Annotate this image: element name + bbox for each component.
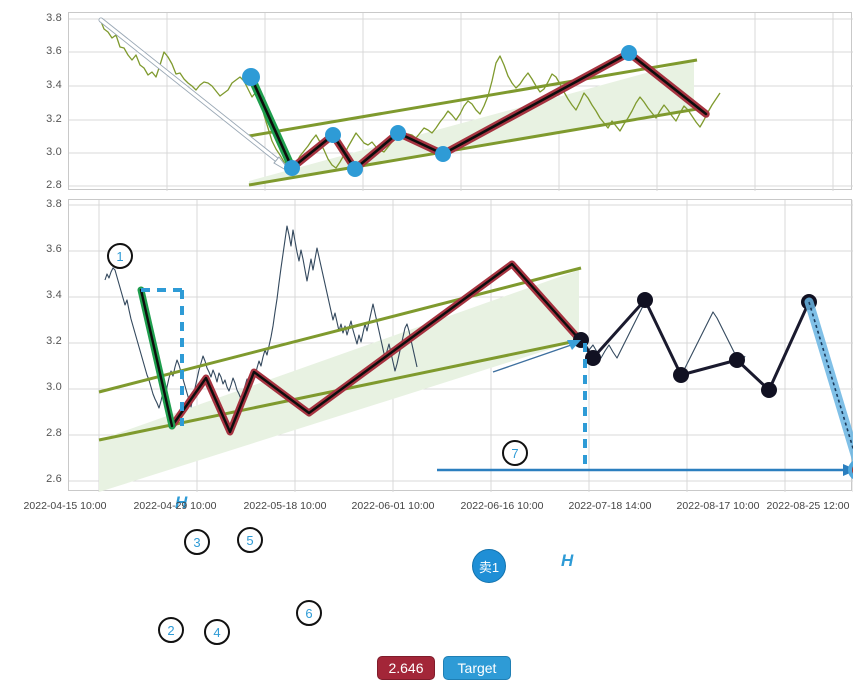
target-projection-band (804, 297, 853, 464)
xtick: 2022-08-25 12:00 (766, 500, 850, 512)
upper-ytick: 3.2 (46, 113, 62, 125)
marker-1: 1 (107, 243, 133, 269)
lower-ytick: 3.8 (46, 198, 62, 210)
upper-green-impulse-core (249, 75, 294, 170)
xtick: 2022-04-29 10:00 (133, 500, 217, 512)
xtick: 2022-05-18 10:00 (243, 500, 327, 512)
zigzag-dot (761, 382, 777, 398)
marker-7: 7 (502, 440, 528, 466)
upper-channel-upper-line (248, 58, 698, 138)
lower-ytick: 3.0 (46, 381, 62, 393)
target-value-badge[interactable]: 2.646 (377, 656, 435, 680)
upper-y-axis: 3.8 3.6 3.4 3.2 3.0 2.8 (0, 0, 62, 195)
sell-pointer-line (492, 342, 578, 373)
upper-ytick: 2.8 (46, 179, 62, 191)
x-axis-labels: 2022-04-15 10:00 2022-04-29 10:00 2022-0… (0, 500, 858, 520)
upper-plot-area (68, 12, 853, 191)
lower-chart-panel: 3.8 3.6 3.4 3.2 3.0 2.8 2.6 (0, 195, 858, 680)
upper-ytick: 3.6 (46, 45, 62, 57)
marker-3: 3 (184, 529, 210, 555)
upper-ytick: 3.8 (46, 12, 62, 24)
sell-signal-badge[interactable]: 卖1 (472, 549, 506, 583)
lower-ytick: 3.4 (46, 289, 62, 301)
upper-chart-svg (69, 13, 853, 191)
pivot-dot (621, 45, 637, 61)
upper-channel-lower-line (248, 107, 698, 187)
h-label-left: H (175, 493, 188, 512)
h-label-right: H (561, 551, 574, 570)
lower-chart-svg (69, 200, 853, 492)
target-projection-core (808, 301, 853, 451)
target-bullseye-icon (848, 460, 853, 480)
pivot-dot (435, 146, 451, 162)
upper-ytick: 3.0 (46, 146, 62, 158)
xtick: 2022-04-15 10:00 (23, 500, 107, 512)
pivot-dot (325, 127, 341, 143)
lower-channel-upper-line (98, 266, 582, 394)
pivot-dot (390, 125, 406, 141)
lower-ytick: 3.6 (46, 243, 62, 255)
lower-channel-fill (99, 270, 579, 492)
upper-pivot-dots (242, 45, 637, 177)
upper-channel-fill (249, 60, 694, 185)
zigzag-dot (585, 350, 601, 366)
zigzag-dot (673, 367, 689, 383)
upper-ytick: 3.4 (46, 79, 62, 91)
lower-ytick: 3.2 (46, 335, 62, 347)
marker-5: 5 (237, 527, 263, 553)
pivot-dot (242, 68, 260, 86)
xtick: 2022-08-17 10:00 (676, 500, 760, 512)
xtick: 2022-07-18 14:00 (568, 500, 652, 512)
marker-6: 6 (296, 600, 322, 626)
lower-green-impulse-core (139, 288, 174, 428)
marker-4: 4 (204, 619, 230, 645)
upper-chart-panel: 3.8 3.6 3.4 3.2 3.0 2.8 (0, 0, 858, 195)
target-label-badge[interactable]: Target (443, 656, 511, 680)
pivot-dot (347, 161, 363, 177)
marker-2: 2 (158, 617, 184, 643)
lower-plot-area (68, 199, 853, 492)
upper-gridlines (69, 13, 853, 191)
target-arrow (437, 464, 853, 476)
xtick: 2022-06-16 10:00 (460, 500, 544, 512)
zigzag-dot (729, 352, 745, 368)
lower-ytick: 2.8 (46, 427, 62, 439)
lower-red-zigzag-core (170, 262, 581, 434)
lower-h-measure-left (141, 288, 184, 426)
lower-ytick: 2.6 (46, 473, 62, 485)
pivot-dot (284, 160, 300, 176)
sell-pointer-head (567, 340, 581, 350)
lower-black-zigzag (579, 298, 811, 392)
zigzag-dot (637, 292, 653, 308)
xtick: 2022-06-01 10:00 (351, 500, 435, 512)
lower-y-axis: 3.8 3.6 3.4 3.2 3.0 2.8 2.6 (0, 195, 62, 520)
